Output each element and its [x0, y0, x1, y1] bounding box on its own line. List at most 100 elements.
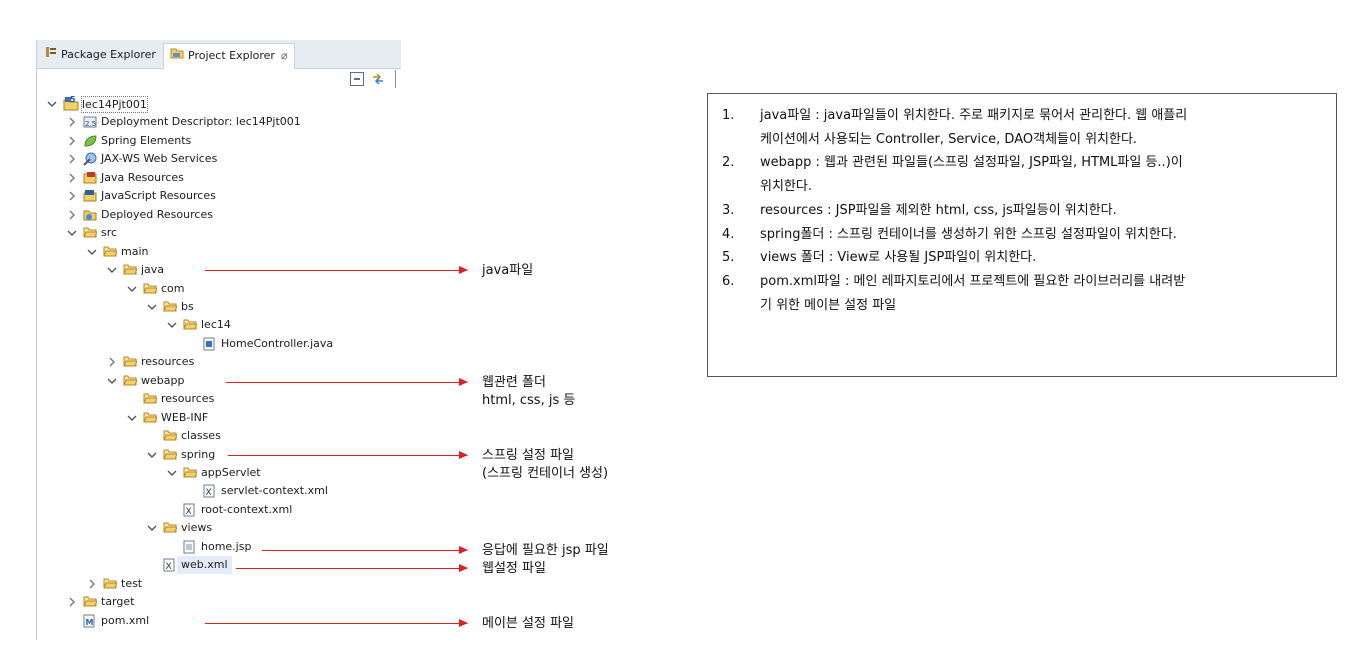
tree-item-label: classes	[181, 429, 221, 442]
tree-item[interactable]: Spring Elements	[37, 132, 397, 150]
tree-item[interactable]: webapp	[37, 372, 397, 390]
chevron-down-icon[interactable]	[167, 320, 177, 330]
chevron-down-icon[interactable]	[167, 468, 177, 478]
folder-icon	[103, 577, 117, 591]
tree-item-label: bs	[181, 300, 194, 313]
project-badge: 5	[70, 95, 76, 104]
folder-icon	[83, 595, 97, 609]
annotation-webapp-line1: 웹관련 폴더	[482, 375, 546, 390]
toolbar-separator	[395, 70, 396, 88]
tree-item[interactable]: Java Resources	[37, 169, 397, 187]
maven-pom-icon: M	[83, 614, 97, 628]
package-explorer-icon	[45, 43, 57, 67]
tree-item-label: views	[181, 521, 213, 534]
tree-item[interactable]: src	[37, 224, 397, 242]
tree-item[interactable]: appServlet	[37, 464, 397, 482]
explanation-text: 위치한다.	[760, 179, 812, 195]
tree-item-label: target	[101, 595, 135, 608]
chevron-down-icon[interactable]	[67, 228, 77, 238]
folder-icon	[183, 466, 197, 480]
chevron-right-icon[interactable]	[67, 136, 77, 146]
tree-item-label: Deployment Descriptor: lec14Pjt001	[101, 115, 301, 128]
chevron-down-icon[interactable]	[127, 284, 137, 294]
tree-item-label: src	[101, 226, 118, 239]
tree-item[interactable]: home.jsp	[37, 538, 397, 556]
arrow-home-jsp	[262, 546, 468, 554]
chevron-right-icon[interactable]	[67, 117, 77, 127]
chevron-right-icon[interactable]	[67, 191, 77, 201]
tab-project-explorer[interactable]: Project Explorer ⌀	[163, 43, 295, 69]
annotation-spring-line1: 스프링 설정 파일	[482, 448, 574, 463]
tree-item[interactable]: 2.5 Deployment Descriptor: lec14Pjt001	[37, 113, 397, 131]
xml-file-icon: X	[203, 484, 217, 498]
chevron-right-icon[interactable]	[67, 173, 77, 183]
tree-item[interactable]: target	[37, 593, 397, 611]
tree-item[interactable]: spring	[37, 446, 397, 464]
chevron-down-icon[interactable]	[107, 376, 117, 386]
explanation-text: webapp : 웹과 관련된 파일들(스프링 설정파일, JSP파일, HTM…	[760, 155, 1183, 171]
chevron-right-icon[interactable]	[87, 579, 97, 589]
tree-item[interactable]: resources	[37, 353, 397, 371]
tree-item[interactable]: com	[37, 280, 397, 298]
chevron-down-icon[interactable]	[127, 413, 137, 423]
explanation-number: 4.	[722, 226, 735, 242]
annotation-spring-line2: (스프링 컨테이너 생성)	[482, 466, 609, 481]
java-resources-icon	[83, 171, 97, 185]
chevron-right-icon[interactable]	[67, 210, 77, 220]
tree-item[interactable]: lec14	[37, 316, 397, 334]
close-tab-icon[interactable]: ⌀	[280, 49, 288, 62]
chevron-right-icon[interactable]	[107, 357, 117, 367]
svg-text:M: M	[86, 618, 94, 627]
folder-icon	[163, 300, 177, 314]
tree-item-label: test	[121, 577, 143, 590]
svg-text:X: X	[186, 507, 192, 517]
chevron-right-icon[interactable]	[67, 154, 77, 164]
explanation-number: 5.	[722, 250, 735, 266]
deployment-descriptor-icon: 2.5	[83, 115, 97, 129]
chevron-down-icon[interactable]	[147, 523, 157, 533]
tree-item[interactable]: classes	[37, 427, 397, 445]
java-file-icon	[203, 337, 217, 351]
tree-item[interactable]: JavaScript Resources	[37, 187, 397, 205]
chevron-right-icon[interactable]	[67, 597, 77, 607]
tree-item[interactable]: 5 lec14Pjt001	[37, 95, 397, 113]
tree-item-label: webapp	[141, 374, 185, 387]
chevron-down-icon[interactable]	[147, 450, 157, 460]
tree-item[interactable]: test	[37, 575, 397, 593]
tree-item-label: appServlet	[201, 466, 261, 479]
chevron-down-icon[interactable]	[147, 302, 157, 312]
chevron-down-icon[interactable]	[107, 265, 117, 275]
annotation-pom: 메이븐 설정 파일	[482, 616, 574, 631]
tree-item[interactable]: java	[37, 261, 397, 279]
explanation-text: 케이션에서 사용되는 Controller, Service, DAO객체들이 …	[760, 131, 1138, 147]
tree-item[interactable]: Deployed Resources	[37, 206, 397, 224]
tree-item[interactable]: resources	[37, 390, 397, 408]
tree-item[interactable]: WEB-INF	[37, 409, 397, 427]
tree-item[interactable]: bs	[37, 298, 397, 316]
link-with-editor-icon[interactable]	[371, 72, 385, 86]
folder-icon	[143, 392, 157, 406]
javascript-resources-icon	[83, 189, 97, 203]
tree-item-label: Spring Elements	[101, 134, 192, 147]
collapse-all-icon[interactable]	[350, 72, 364, 86]
tree-item[interactable]: views	[37, 519, 397, 537]
tree-item-label: resources	[161, 392, 215, 405]
tree-item-label: com	[161, 282, 185, 295]
explanation-text: 기 위한 메이븐 설정 파일	[760, 297, 897, 313]
chevron-down-icon[interactable]	[87, 247, 97, 257]
explanation-text: views 폴더 : View로 사용될 JSP파일이 위치한다.	[760, 250, 1037, 266]
tree-item-label: main	[121, 245, 149, 258]
tree-item[interactable]: main	[37, 243, 397, 261]
tree-item[interactable]: JAX-WS Web Services	[37, 150, 397, 168]
jsp-file-icon	[183, 540, 197, 554]
svg-text:X: X	[206, 488, 212, 498]
chevron-down-icon[interactable]	[47, 99, 57, 109]
tree-item-label: spring	[181, 448, 216, 461]
tree-item[interactable]: HomeController.java	[37, 335, 397, 353]
deployed-resources-icon	[83, 208, 97, 222]
tab-package-explorer[interactable]: Package Explorer	[39, 43, 162, 67]
